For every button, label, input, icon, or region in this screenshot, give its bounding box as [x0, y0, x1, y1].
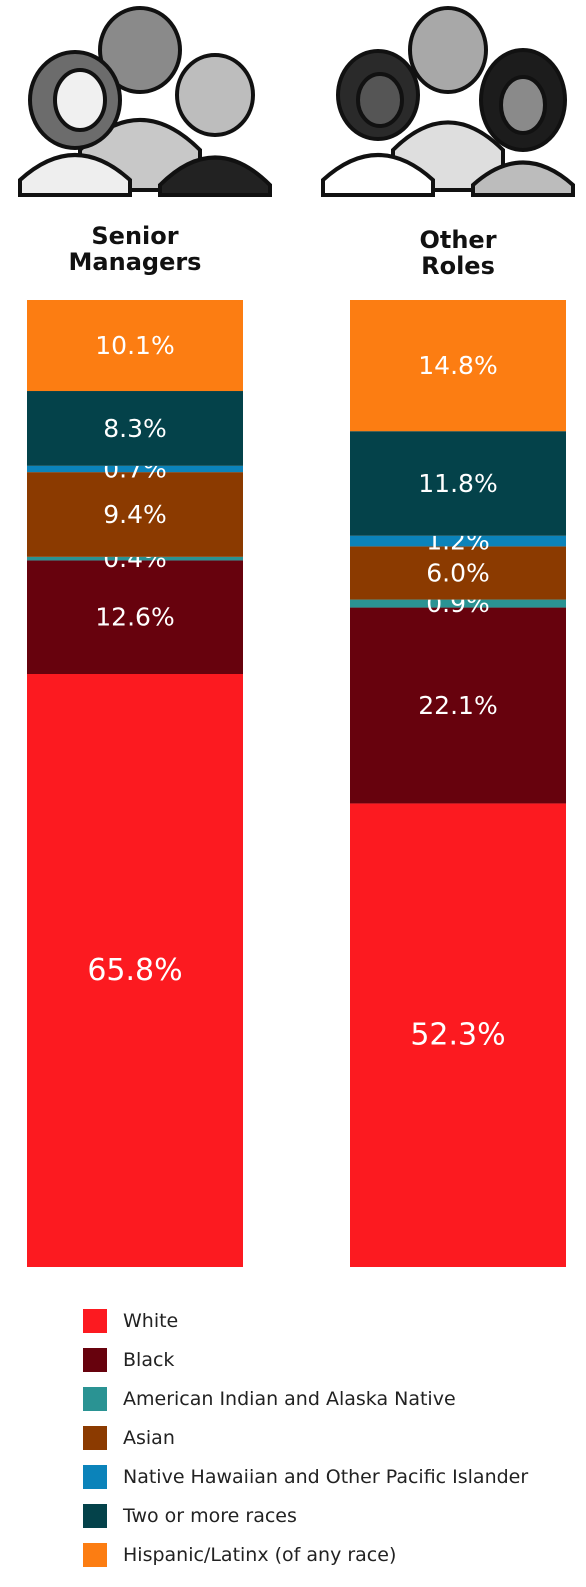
bar-segment — [350, 535, 566, 547]
bar-segment — [350, 607, 566, 804]
bar-segment — [27, 560, 243, 675]
stacked-bar-chart: 65.8%12.6%0.4%9.4%0.7%8.3%10.1%52.3%22.1… — [27, 300, 566, 1267]
legend-label: Asian — [123, 1427, 175, 1449]
bar-segment — [27, 465, 243, 473]
data-label: 6.0% — [426, 558, 490, 587]
legend-swatch — [83, 1348, 107, 1372]
bar-segment — [350, 803, 566, 1267]
legend-swatch — [83, 1504, 107, 1528]
legend-item: Asian — [83, 1425, 563, 1451]
legend-label: American Indian and Alaska Native — [123, 1388, 456, 1410]
legend-label: White — [123, 1310, 179, 1332]
bar-segment — [27, 674, 243, 1267]
data-label: 65.8% — [87, 953, 182, 988]
legend-swatch — [83, 1465, 107, 1489]
legend-label: Native Hawaiian and Other Pacific Island… — [123, 1466, 529, 1488]
legend-item: Native Hawaiian and Other Pacific Island… — [83, 1464, 563, 1490]
data-label: 10.1% — [95, 331, 174, 360]
column-title-other-roles: Other Roles — [350, 227, 566, 279]
legend-item: Black — [83, 1347, 563, 1373]
legend-swatch — [83, 1387, 107, 1411]
legend-item: Two or more races — [83, 1503, 563, 1529]
column-title-line: Senior — [91, 222, 179, 250]
legend-item: Hispanic/Latinx (of any race) — [83, 1542, 563, 1568]
data-label: 52.3% — [410, 1018, 505, 1053]
legend-swatch — [83, 1426, 107, 1450]
bar-segment — [27, 472, 243, 557]
bar-segment — [27, 300, 243, 392]
legend-item: White — [83, 1308, 563, 1334]
legend-swatch — [83, 1543, 107, 1567]
data-label: 11.8% — [418, 469, 497, 498]
senior-managers-illustration — [18, 6, 272, 197]
bar-segment — [27, 556, 243, 561]
bar-segment — [350, 431, 566, 536]
data-label: 22.1% — [418, 691, 497, 720]
other-roles-illustration — [321, 6, 575, 197]
column-title-line: Roles — [421, 252, 495, 280]
legend-label: Black — [123, 1349, 175, 1371]
bar-segment — [350, 546, 566, 600]
column-title-line: Managers — [68, 248, 202, 276]
data-label: 9.4% — [103, 500, 167, 529]
bar-segment — [350, 300, 566, 432]
legend-label: Two or more races — [123, 1505, 297, 1527]
bar-segment — [27, 391, 243, 466]
legend-item: American Indian and Alaska Native — [83, 1386, 563, 1412]
column-title-senior-managers: Senior Managers — [27, 223, 243, 275]
data-label: 12.6% — [95, 603, 174, 632]
data-label: 8.3% — [103, 414, 167, 443]
legend-swatch — [83, 1309, 107, 1333]
legend-label: Hispanic/Latinx (of any race) — [123, 1544, 397, 1566]
data-label: 14.8% — [418, 351, 497, 380]
column-title-line: Other — [419, 226, 497, 254]
bar-segment — [350, 599, 566, 608]
